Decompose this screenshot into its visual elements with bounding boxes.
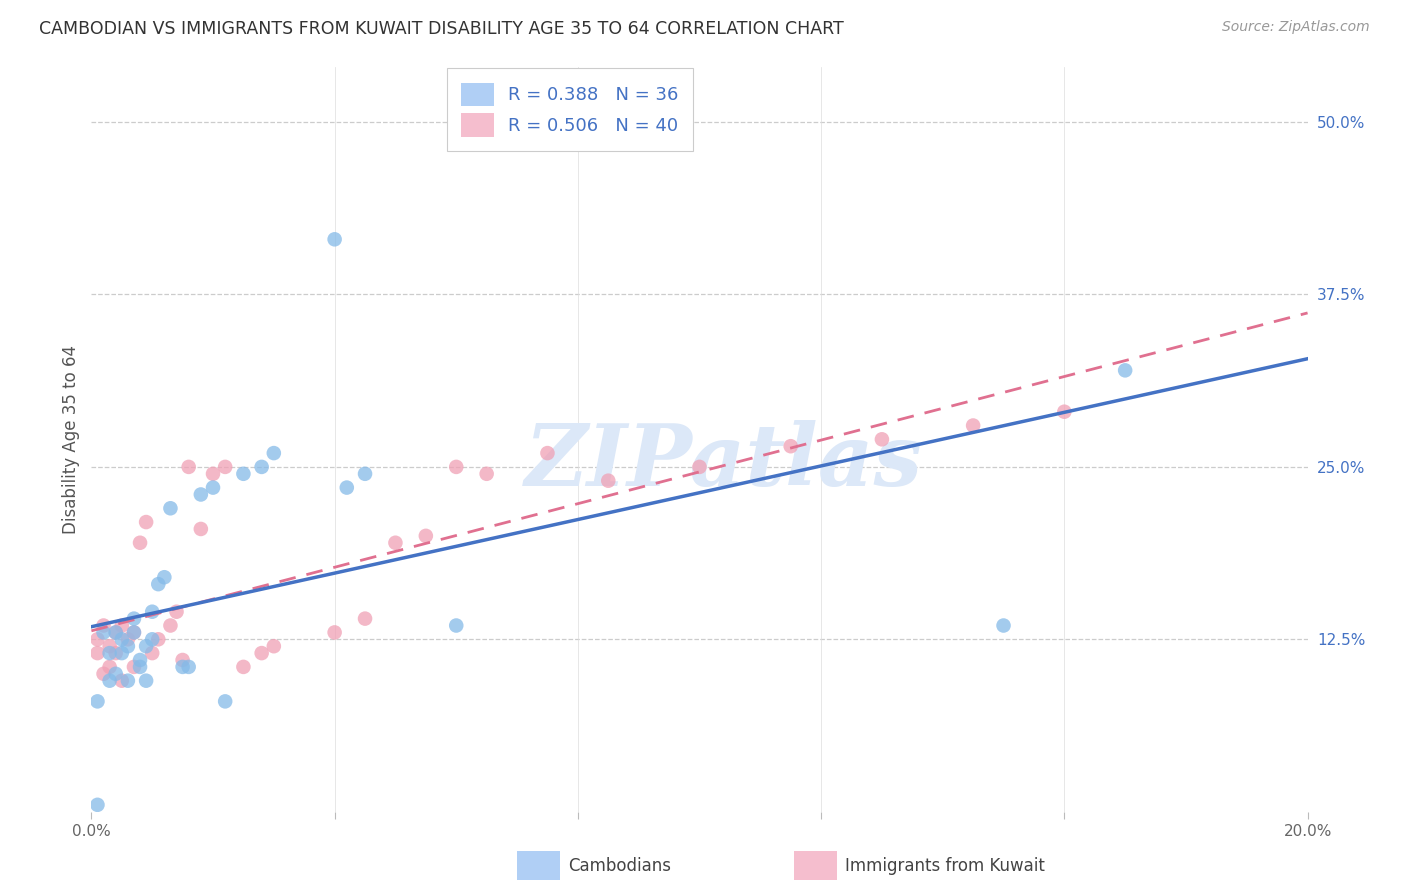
Point [250, 459, 273, 474]
Point [117, 673, 139, 688]
Point [104, 646, 127, 660]
Point [93, 666, 115, 681]
Point [122, 660, 145, 674]
Point [86, 632, 108, 647]
Point [129, 653, 152, 667]
Point [779, 439, 801, 453]
Point [598, 474, 620, 488]
Point [117, 639, 139, 653]
Point [122, 625, 145, 640]
Point [86, 694, 108, 708]
Point [202, 481, 225, 495]
Point [250, 646, 273, 660]
Point [384, 535, 406, 549]
Point [190, 487, 212, 501]
Point [323, 625, 346, 640]
Point [688, 459, 710, 474]
Point [263, 639, 285, 653]
Point [135, 515, 157, 529]
Point [98, 639, 121, 653]
Point [536, 446, 558, 460]
Text: Cambodians: Cambodians [568, 857, 671, 875]
Text: CAMBODIAN VS IMMIGRANTS FROM KUWAIT DISABILITY AGE 35 TO 64 CORRELATION CHART: CAMBODIAN VS IMMIGRANTS FROM KUWAIT DISA… [39, 20, 844, 37]
Point [232, 660, 254, 674]
Point [93, 618, 115, 632]
Point [323, 232, 346, 246]
Point [141, 605, 163, 619]
Point [177, 459, 200, 474]
Point [141, 632, 163, 647]
Point [336, 481, 359, 495]
Point [153, 570, 176, 584]
Point [177, 660, 200, 674]
Point [214, 459, 236, 474]
Point [172, 660, 194, 674]
Point [111, 646, 134, 660]
Point [98, 646, 121, 660]
Point [1114, 363, 1136, 377]
Point [1053, 405, 1076, 419]
Point [111, 618, 134, 632]
Point [159, 618, 181, 632]
Point [122, 625, 145, 640]
Point [263, 446, 285, 460]
Point [993, 618, 1015, 632]
Y-axis label: Disability Age 35 to 64: Disability Age 35 to 64 [62, 345, 80, 533]
Point [232, 467, 254, 481]
Point [93, 625, 115, 640]
Point [444, 618, 467, 632]
Point [86, 797, 108, 812]
Point [475, 467, 498, 481]
Point [111, 632, 134, 647]
Point [117, 632, 139, 647]
Point [141, 646, 163, 660]
Point [135, 639, 157, 653]
Point [159, 501, 181, 516]
Point [354, 612, 377, 626]
Text: Immigrants from Kuwait: Immigrants from Kuwait [845, 857, 1045, 875]
Point [135, 673, 157, 688]
Point [870, 433, 893, 447]
Point [104, 625, 127, 640]
Point [148, 577, 170, 591]
Point [962, 418, 984, 433]
Point [172, 653, 194, 667]
Point [111, 673, 134, 688]
Point [415, 529, 437, 543]
Text: ZIPatlas: ZIPatlas [524, 420, 922, 503]
Point [214, 694, 236, 708]
Point [86, 646, 108, 660]
Point [354, 467, 377, 481]
Point [98, 673, 121, 688]
Text: Source: ZipAtlas.com: Source: ZipAtlas.com [1222, 20, 1369, 34]
Point [129, 660, 152, 674]
Point [148, 632, 170, 647]
Point [444, 459, 467, 474]
Point [202, 467, 225, 481]
Point [122, 612, 145, 626]
Point [190, 522, 212, 536]
Point [166, 605, 188, 619]
Point [129, 535, 152, 549]
Point [104, 666, 127, 681]
Legend: R = 0.388   N = 36, R = 0.506   N = 40: R = 0.388 N = 36, R = 0.506 N = 40 [447, 69, 693, 151]
Point [98, 660, 121, 674]
Point [104, 625, 127, 640]
